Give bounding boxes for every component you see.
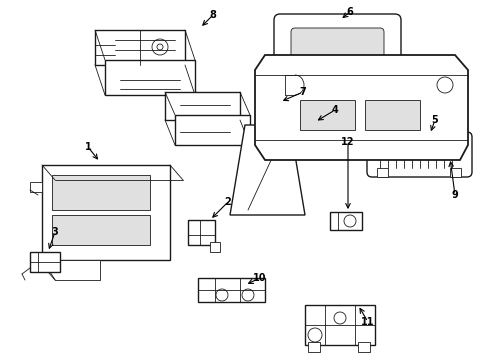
Text: 7: 7 [299,87,306,97]
Text: 11: 11 [361,317,375,327]
FancyBboxPatch shape [367,132,472,177]
Polygon shape [105,60,195,95]
Text: 12: 12 [341,137,355,147]
Polygon shape [95,30,185,65]
Text: 9: 9 [452,190,458,200]
FancyBboxPatch shape [274,14,401,108]
Polygon shape [305,305,375,345]
Polygon shape [188,220,215,245]
Polygon shape [42,260,100,280]
Polygon shape [52,175,150,210]
Polygon shape [330,212,362,230]
Text: 3: 3 [51,227,58,237]
FancyBboxPatch shape [291,28,384,96]
Polygon shape [30,252,60,272]
Polygon shape [450,168,461,177]
Polygon shape [308,342,320,352]
Text: 2: 2 [224,197,231,207]
Polygon shape [30,182,42,192]
Polygon shape [255,55,468,160]
Text: 4: 4 [332,105,339,115]
Polygon shape [198,278,265,302]
Polygon shape [210,242,220,252]
Circle shape [157,44,163,50]
Polygon shape [175,115,250,145]
Text: 6: 6 [346,7,353,17]
Text: 5: 5 [432,115,439,125]
Polygon shape [165,92,240,120]
Polygon shape [42,165,170,260]
Polygon shape [300,100,355,130]
Polygon shape [230,125,305,215]
Text: 1: 1 [85,142,91,152]
Polygon shape [365,100,420,130]
Text: 10: 10 [253,273,267,283]
Polygon shape [358,342,370,352]
Polygon shape [377,168,388,177]
Text: 8: 8 [210,10,217,20]
Polygon shape [52,215,150,245]
